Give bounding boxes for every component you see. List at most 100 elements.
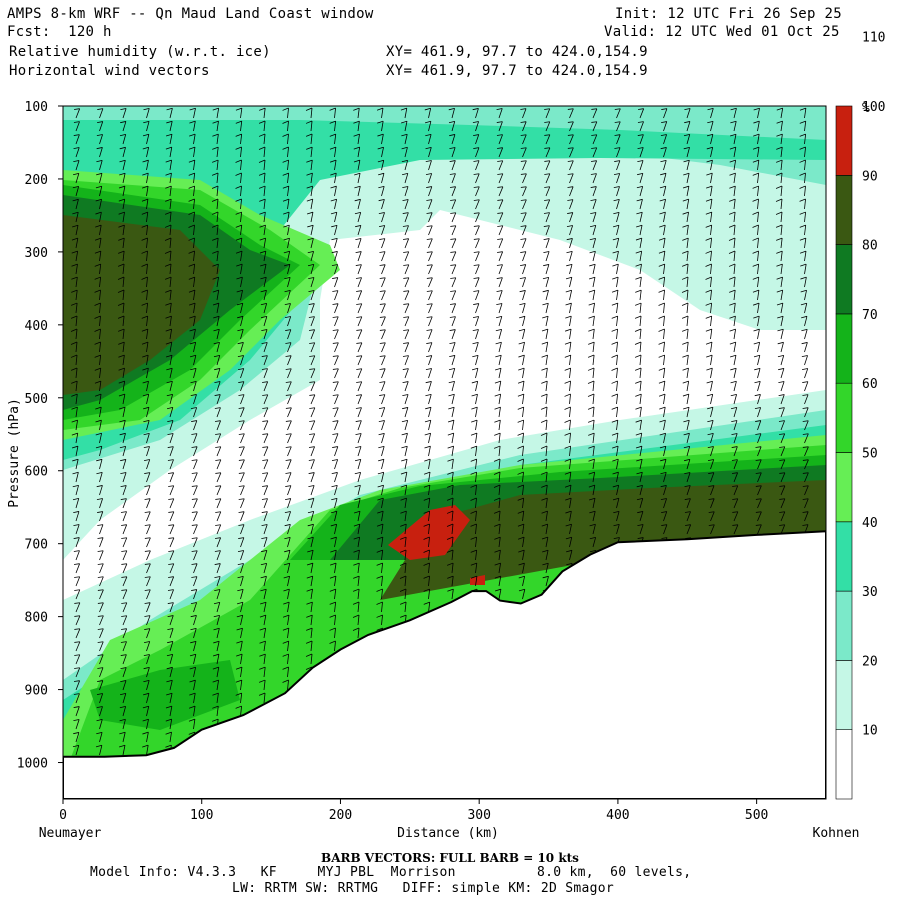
- wind-barb: [213, 602, 221, 613]
- wind-barb: [212, 237, 219, 249]
- wind-barb: [754, 380, 761, 392]
- wind-barb: [283, 601, 290, 613]
- wind-barb: [518, 367, 525, 379]
- wind-barb: [587, 419, 595, 431]
- wind-barb: [752, 237, 759, 249]
- wind-barb: [330, 510, 338, 522]
- wind-barb: [168, 576, 175, 587]
- wind-barb: [752, 250, 759, 262]
- wind-barb: [542, 315, 549, 327]
- wind-barb: [706, 393, 714, 405]
- wind-barb: [705, 289, 712, 301]
- colorbar-bin: [835, 313, 853, 384]
- wind-barb: [799, 107, 807, 119]
- wind-barb: [329, 146, 337, 158]
- wind-barb: [376, 614, 383, 626]
- wind-barb: [121, 628, 128, 639]
- wind-barb: [775, 224, 783, 236]
- wind-barb: [587, 406, 595, 418]
- wind-barb: [168, 511, 175, 522]
- wind-barb: [144, 563, 151, 574]
- wind-barb: [591, 134, 598, 145]
- wind-barb: [589, 523, 596, 535]
- wind-barb: [566, 263, 573, 275]
- wind-barb: [402, 407, 409, 418]
- wind-barb: [450, 225, 457, 236]
- wind-barb: [755, 498, 762, 509]
- wind-barb: [259, 666, 266, 678]
- wind-barb: [449, 355, 456, 366]
- wind-barb: [541, 536, 549, 548]
- wind-barb: [236, 614, 244, 626]
- wind-barb: [95, 445, 103, 457]
- wind-barb: [708, 524, 715, 535]
- wind-barb: [401, 445, 408, 457]
- wind-barb: [164, 250, 172, 262]
- wind-barb: [188, 263, 196, 275]
- wind-barb: [473, 264, 480, 275]
- wind-barb: [448, 380, 455, 392]
- wind-barb: [307, 510, 315, 522]
- wind-barb: [94, 328, 101, 340]
- wind-barb: [237, 342, 244, 353]
- wind-barb: [306, 601, 313, 613]
- wind-barb: [587, 380, 595, 392]
- wind-barb: [306, 185, 313, 197]
- wind-barb: [331, 251, 338, 262]
- wind-barb: [613, 510, 620, 522]
- wind-barb: [307, 224, 314, 236]
- wind-barb: [450, 199, 457, 210]
- wind-barb: [590, 173, 597, 184]
- wind-barb: [331, 224, 338, 236]
- wind-barb: [308, 485, 315, 496]
- wind-barb: [496, 108, 503, 119]
- wind-barb: [354, 198, 361, 210]
- wind-barb: [261, 524, 268, 535]
- wind-barb: [755, 446, 762, 457]
- wind-barb: [237, 563, 244, 574]
- wind-barb: [353, 575, 360, 587]
- wind-barb: [142, 185, 149, 197]
- colorbar-bin: [835, 590, 853, 661]
- wind-barb: [424, 432, 431, 444]
- wind-barb: [260, 575, 267, 587]
- wind-barb: [164, 224, 172, 236]
- wind-barb: [661, 511, 668, 522]
- wind-barb: [659, 224, 666, 236]
- x-left-endpoint: Neumayer: [39, 826, 102, 841]
- wind-barb: [258, 120, 266, 132]
- wind-barb: [636, 484, 643, 496]
- wind-barb: [493, 510, 501, 522]
- wind-barb: [143, 654, 150, 665]
- wind-barb: [611, 315, 619, 327]
- wind-barb: [473, 173, 480, 184]
- wind-barb: [378, 225, 386, 236]
- wind-barb: [541, 510, 548, 522]
- wind-barb: [660, 159, 667, 171]
- wind-barb: [235, 146, 242, 158]
- wind-barb: [446, 549, 454, 561]
- wind-barb: [330, 198, 338, 210]
- wind-barb: [425, 393, 432, 405]
- wind-barb: [165, 289, 172, 301]
- wind-barb: [684, 498, 691, 509]
- wind-barb: [799, 120, 807, 132]
- wind-barb: [447, 562, 454, 574]
- wind-barb: [168, 485, 175, 496]
- wind-barb: [379, 238, 386, 249]
- wind-barb: [118, 185, 126, 197]
- wind-barb: [166, 666, 173, 678]
- wind-barb: [143, 692, 150, 704]
- wind-barb: [167, 641, 174, 652]
- wind-barb: [73, 147, 80, 158]
- wind-barb: [402, 225, 409, 236]
- wind-barb: [682, 224, 689, 236]
- wind-barb: [494, 549, 501, 561]
- wind-barb: [306, 575, 314, 587]
- wind-barb: [215, 511, 222, 522]
- wind-barb: [308, 277, 315, 288]
- wind-barb: [283, 237, 290, 249]
- wind-barb: [705, 276, 712, 288]
- wind-barb: [285, 433, 292, 444]
- wind-barb: [801, 315, 808, 327]
